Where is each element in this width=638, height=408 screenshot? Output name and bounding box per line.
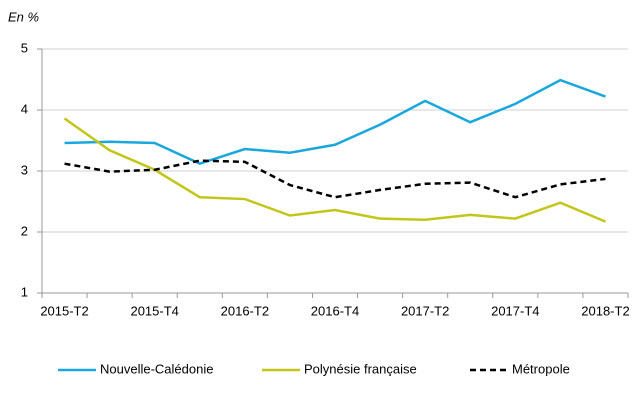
y-tick-label: 1 [21, 284, 28, 299]
y-tick-label: 3 [21, 162, 28, 177]
x-tick-label: 2017-T4 [491, 303, 539, 318]
legend-label: Polynésie française [304, 361, 417, 376]
y-tick-label: 5 [21, 40, 28, 55]
x-tick-label: 2018-T2 [581, 303, 629, 318]
y-axis-label: En % [8, 9, 39, 24]
y-tick-label: 2 [21, 223, 28, 238]
x-tick-label: 2015-T2 [40, 303, 88, 318]
x-tick-label: 2016-T2 [221, 303, 269, 318]
x-tick-label: 2016-T4 [311, 303, 359, 318]
series-line [64, 78, 606, 166]
x-tick-label: 2015-T4 [130, 303, 178, 318]
y-tick-label: 4 [21, 101, 28, 116]
legend-label: Nouvelle-Calédonie [100, 361, 213, 376]
x-tick-label: 2017-T2 [401, 303, 449, 318]
series-line [64, 159, 606, 199]
legend-label: Métropole [512, 361, 570, 376]
